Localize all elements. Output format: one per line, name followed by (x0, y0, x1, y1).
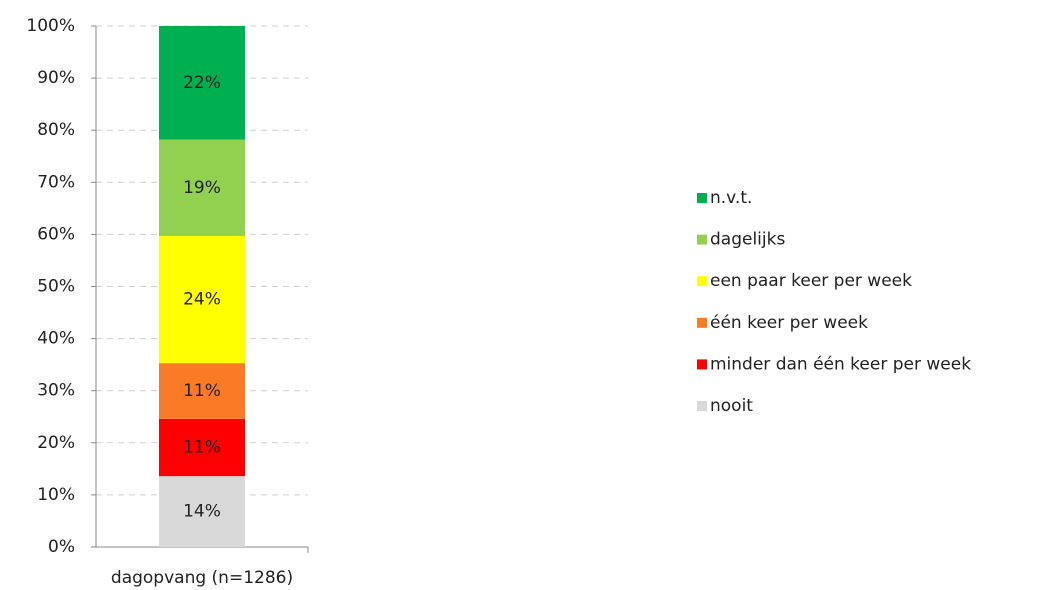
legend-swatch (697, 359, 707, 370)
bar-segment (159, 26, 245, 140)
y-tick-label: 30% (37, 381, 75, 401)
data-label: 11% (183, 437, 221, 457)
bar-segment (159, 235, 245, 364)
bar-segment (159, 363, 245, 419)
legend-label: n.v.t. (710, 188, 752, 208)
x-tick-label: dagopvang (n=1286) (111, 568, 293, 588)
data-label: 22% (183, 73, 221, 93)
legend-swatch (697, 401, 707, 411)
y-tick-label: 40% (37, 329, 75, 349)
legend-swatch (697, 317, 707, 328)
legend-label: een paar keer per week (710, 271, 912, 291)
legend-swatch (697, 193, 707, 203)
bar-segment (159, 418, 245, 477)
y-tick-label: 70% (37, 172, 75, 192)
legend-swatch (697, 276, 707, 287)
y-tick-label: 90% (37, 68, 75, 88)
bar-segment (159, 139, 245, 236)
data-label: 11% (183, 381, 221, 401)
y-tick-label: 0% (48, 537, 75, 557)
bar-segment (159, 476, 245, 547)
y-tick-label: 50% (37, 277, 75, 297)
legend-label: nooit (710, 396, 753, 416)
y-tick-label: 80% (37, 120, 75, 140)
data-label: 14% (183, 502, 221, 522)
legend-swatch (697, 234, 707, 245)
y-tick-label: 60% (37, 224, 75, 244)
legend-label: minder dan één keer per week (710, 354, 971, 374)
legend-label: dagelijks (710, 230, 785, 250)
data-label: 19% (183, 178, 221, 198)
y-tick-label: 100% (26, 16, 75, 36)
y-tick-label: 10% (37, 485, 75, 505)
data-label: 24% (183, 290, 221, 310)
legend-label: één keer per week (710, 313, 868, 333)
y-tick-label: 20% (37, 433, 75, 453)
